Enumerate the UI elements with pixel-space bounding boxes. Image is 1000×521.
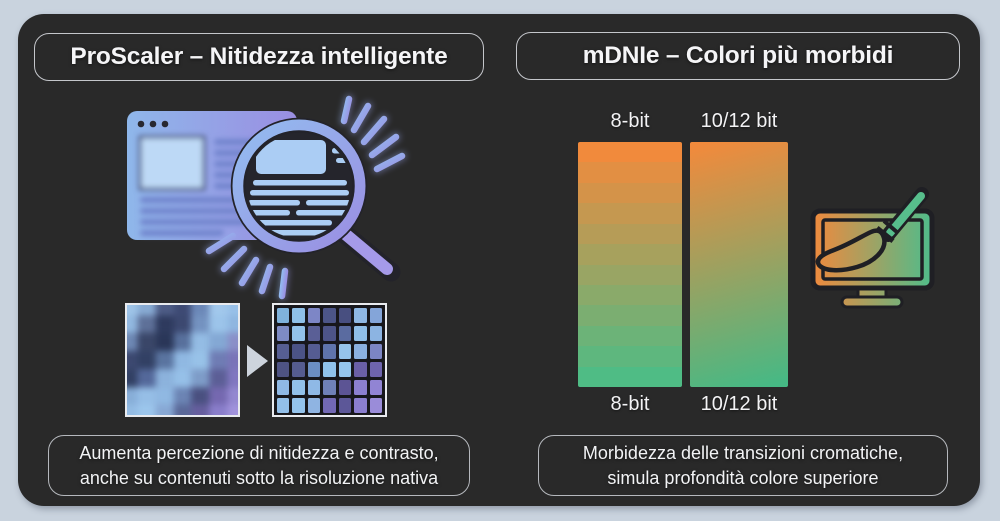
mdnie-title-box: mDNIe – Colori più morbidi xyxy=(516,32,960,80)
browser-magnifier-icon xyxy=(127,94,407,301)
monitor-paintbrush-icon xyxy=(810,187,935,309)
bar-label-8bit-top: 8-bit xyxy=(610,110,650,132)
feature-panel: ProScaler – Nitidezza intelligente xyxy=(18,14,980,506)
proscaler-title: ProScaler – Nitidezza intelligente xyxy=(70,43,448,70)
gradient-bar-10-12bit xyxy=(690,142,788,387)
mdnie-title: mDNIe – Colori più morbidi xyxy=(582,42,894,69)
magnifier-rays xyxy=(205,95,406,300)
paintbrush-ferrule xyxy=(875,226,895,243)
bar-label-8bit-bottom: 8-bit xyxy=(610,393,650,415)
paintbrush-ferrule-band xyxy=(882,219,900,235)
arrow-right-icon xyxy=(247,345,268,377)
pixel-grid-blurry xyxy=(125,303,240,417)
bar-label-1012bit-bottom: 10/12 bit xyxy=(700,393,778,415)
pixel-grid-sharp xyxy=(272,303,387,417)
pixel-grid-blurry-cells xyxy=(127,305,238,415)
mdnie-description-box: Morbidezza delle transizioni cromatiche,… xyxy=(538,435,948,496)
pixel-grid-sharp-cells xyxy=(276,307,383,413)
gradient-bar-8bit xyxy=(578,142,682,387)
mdnie-description-line2: simula profondità colore superiore xyxy=(607,467,879,488)
paintbrush-bristles xyxy=(815,228,887,273)
paintbrush-handle xyxy=(886,192,925,237)
proscaler-description-line1: Aumenta percezione di nitidezza e contra… xyxy=(79,442,439,463)
proscaler-title-box: ProScaler – Nitidezza intelligente xyxy=(34,33,484,81)
mdnie-description-line1: Morbidezza delle transizioni cromatiche, xyxy=(582,442,904,463)
bar-label-1012bit-top: 10/12 bit xyxy=(700,110,778,132)
proscaler-description-box: Aumenta percezione di nitidezza e contra… xyxy=(48,435,470,496)
proscaler-description-line2: anche su contenuti sotto la risoluzione … xyxy=(79,467,439,488)
